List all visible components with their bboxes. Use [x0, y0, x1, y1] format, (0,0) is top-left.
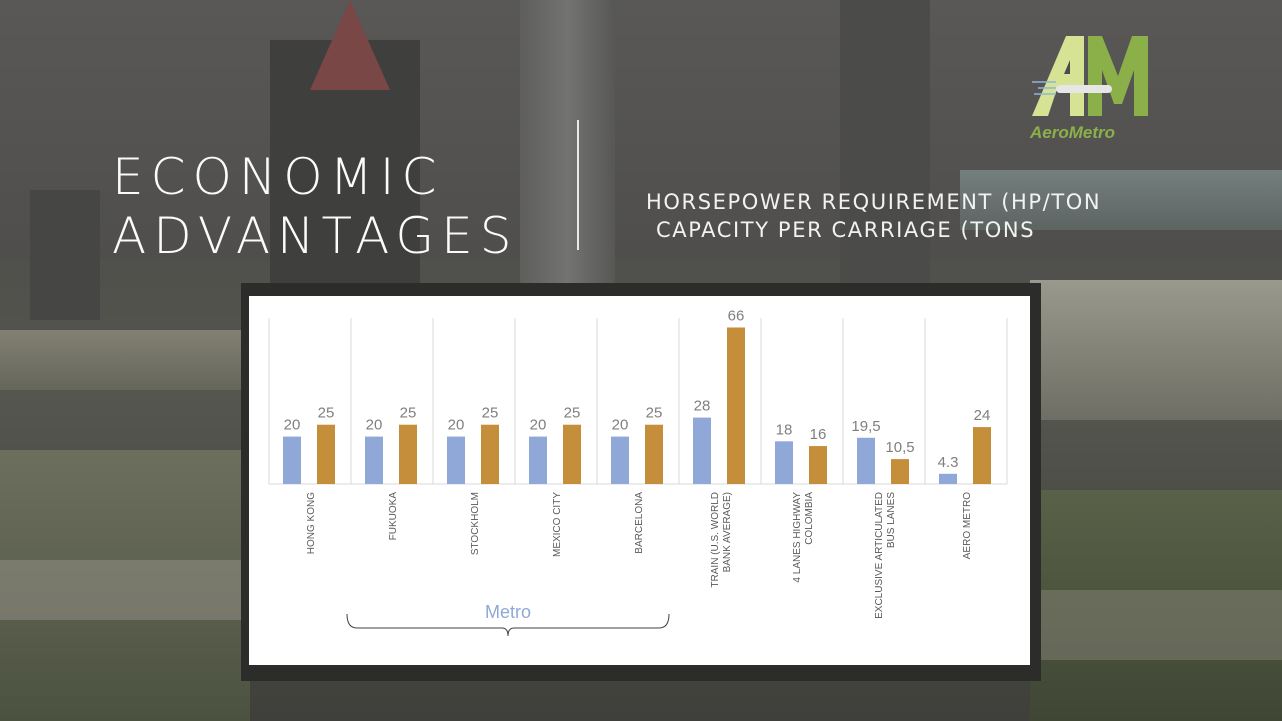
bar	[939, 473, 957, 484]
data-label: 20	[530, 417, 547, 434]
title-line-1: ECONOMIC	[112, 148, 444, 206]
bar	[775, 441, 793, 484]
slide-title: ECONOMIC ADVANTAGES	[112, 148, 519, 266]
data-label: 18	[776, 421, 793, 438]
aerometro-logo: AeroMetro	[1028, 30, 1158, 145]
bar	[399, 424, 417, 484]
bar	[809, 446, 827, 484]
logo-wordmark: AeroMetro	[1029, 123, 1115, 142]
bar	[973, 427, 991, 484]
category-label: HONG KONG	[306, 492, 317, 554]
category-label: BUS LANES	[886, 492, 897, 548]
category-label: AERO METRO	[962, 492, 973, 559]
data-label: 20	[366, 417, 383, 434]
category-label: 4 LANES HIGHWAY	[792, 492, 803, 583]
metro-brace	[346, 613, 670, 637]
category-label: COLOMBIA	[804, 492, 815, 545]
category-label: EXCLUSIVE ARTICULATED	[874, 492, 885, 619]
aerometro-logo-mark: AeroMetro	[1029, 36, 1148, 142]
bar	[481, 424, 499, 484]
data-label: 20	[612, 417, 629, 434]
data-label: 25	[318, 405, 335, 422]
subtitle-line-1: HORSEPOWER REQUIREMENT (HP/TON	[646, 190, 1102, 214]
chart-panel: 20 20 20 20 20 28 18 19,5 4.3 25 25 25 25 25 66 16 10,5 2…	[249, 296, 1030, 665]
bar	[563, 424, 581, 484]
data-label: 24	[974, 407, 991, 424]
bar	[727, 327, 745, 484]
bar	[365, 436, 383, 484]
bar	[645, 424, 663, 484]
data-label: 25	[564, 405, 581, 422]
bar	[283, 436, 301, 484]
subtitle-line-2: CAPACITY PER CARRIAGE (TONS	[656, 218, 1036, 242]
bar	[693, 417, 711, 484]
category-label: BANK AVERAGE)	[722, 492, 733, 572]
category-label: FUKUOKA	[388, 492, 399, 541]
bar-chart: 20 20 20 20 20 28 18 19,5 4.3 25 25 25 25 25 66 16 10,5 2…	[268, 307, 1008, 637]
bar	[891, 459, 909, 484]
data-label: 25	[400, 405, 417, 422]
slide-subtitle: HORSEPOWER REQUIREMENT (HP/TON CAPACITY …	[646, 188, 1101, 244]
bar	[447, 436, 465, 484]
data-label: 4.3	[938, 454, 959, 471]
data-label: 20	[448, 417, 465, 434]
category-label: STOCKHOLM	[470, 492, 481, 555]
category-label: BARCELONA	[634, 492, 645, 554]
data-label: 25	[482, 405, 499, 422]
data-label: 19,5	[851, 418, 880, 435]
data-label: 10,5	[885, 439, 914, 456]
category-label: TRAIN (U.S. WORLD	[710, 492, 721, 588]
bar	[857, 437, 875, 484]
data-label: 20	[284, 417, 301, 434]
data-label: 16	[810, 426, 827, 443]
data-label: 25	[646, 405, 663, 422]
data-label: 28	[694, 398, 711, 415]
category-label: MEXICO CITY	[552, 492, 563, 557]
data-label: 66	[728, 307, 745, 324]
bar	[529, 436, 547, 484]
bar	[317, 424, 335, 484]
metro-annotation-label: Metro	[485, 602, 531, 622]
bar	[611, 436, 629, 484]
title-line-2: ADVANTAGES	[112, 207, 519, 265]
title-divider	[577, 120, 579, 250]
